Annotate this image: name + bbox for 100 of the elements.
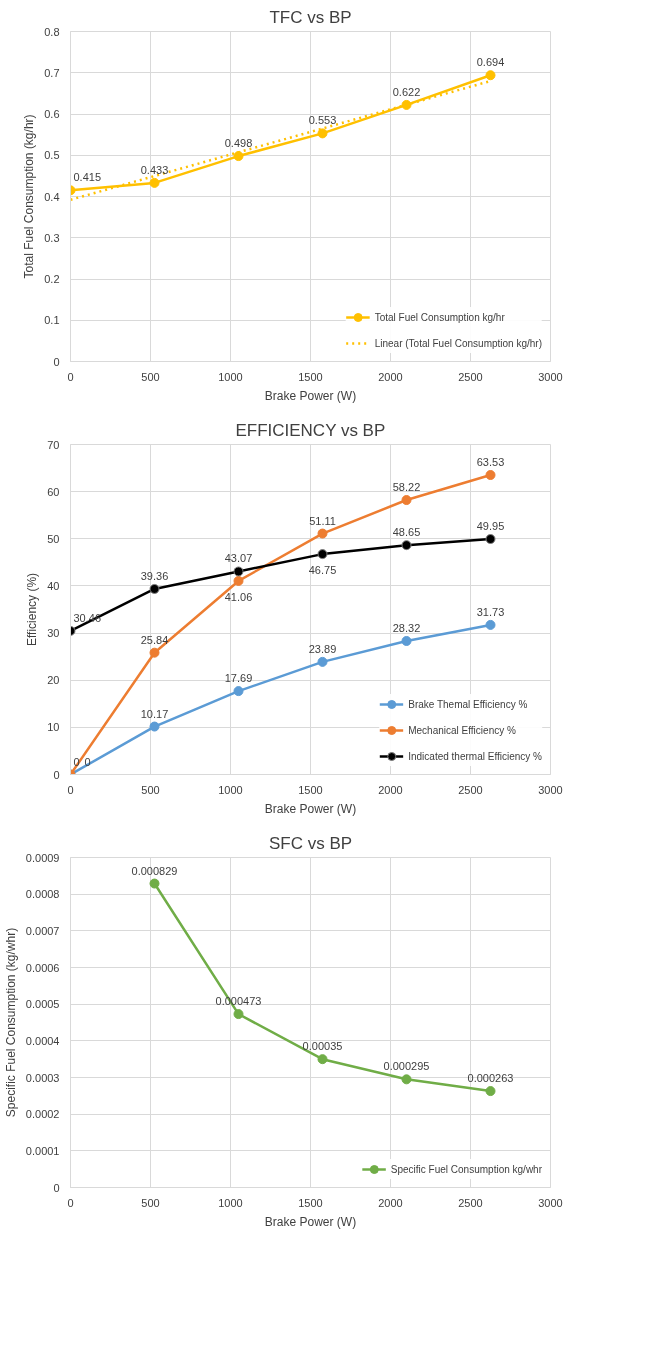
x-tick-label: 0 — [67, 1196, 74, 1209]
point — [149, 177, 160, 188]
y-tick-label: 30 — [47, 627, 60, 640]
data-label: 0.498 — [224, 137, 253, 150]
x-tick-label: 0 — [67, 783, 74, 796]
y-tick-label: 70 — [47, 438, 60, 451]
point — [485, 470, 496, 480]
data-label: 17.69 — [224, 672, 253, 685]
data-label: 51.11 — [309, 514, 336, 527]
y-tick-label: 20 — [47, 674, 60, 687]
x-axis-title: Brake Power (W) — [264, 1214, 357, 1229]
x-tick-label: 1500 — [298, 1196, 323, 1209]
data-label: 0.622 — [392, 85, 421, 98]
y-tick-label: 0.8 — [44, 25, 60, 38]
y-axis-title: Efficiency (%) — [25, 572, 40, 647]
point — [401, 540, 412, 551]
y-tick-label: 0.5 — [44, 149, 60, 162]
data-label: 28.32 — [392, 621, 421, 634]
x-tick-label: 3000 — [538, 1196, 563, 1209]
point — [401, 1074, 412, 1085]
x-tick-label: 2500 — [458, 1196, 483, 1209]
x-tick-label: 3000 — [538, 783, 563, 796]
x-tick-label: 2500 — [458, 370, 483, 383]
y-tick-label: 0.1 — [44, 314, 60, 327]
point — [233, 575, 244, 586]
x-tick-label: 2000 — [378, 370, 403, 383]
data-label: 46.75 — [308, 564, 337, 577]
x-tick-label: 500 — [141, 1196, 160, 1209]
point — [317, 528, 328, 539]
x-axis-title: Brake Power (W) — [264, 801, 357, 816]
y-tick-label: 0.0003 — [25, 1071, 60, 1084]
data-label: 63.53 — [476, 456, 505, 468]
data-label: 0 — [73, 755, 80, 768]
point — [233, 151, 244, 162]
data-label: 0 — [84, 755, 91, 768]
y-tick-label: 0.6 — [44, 108, 60, 120]
point — [485, 1086, 496, 1097]
data-label: 58.22 — [392, 481, 421, 494]
y-tick-label: 0.0001 — [25, 1144, 60, 1157]
data-label: 10.17 — [140, 707, 169, 720]
x-tick-label: 2000 — [378, 1196, 403, 1209]
data-label: 31.73 — [476, 605, 505, 618]
x-axis-title: Brake Power (W) — [264, 388, 357, 403]
point — [317, 1054, 328, 1065]
y-tick-label: 0 — [53, 1181, 60, 1194]
point — [485, 70, 496, 81]
chart-title: EFFICIENCY vs BP — [235, 420, 386, 440]
data-label: 0.553 — [308, 114, 337, 127]
point — [317, 656, 328, 667]
point — [485, 534, 496, 545]
data-label: 0.694 — [476, 56, 505, 69]
point — [233, 566, 244, 577]
legend-label: Indicated thermal Efficiency % — [408, 750, 542, 762]
point — [149, 878, 160, 889]
point — [317, 549, 328, 560]
y-tick-label: 10 — [47, 721, 60, 734]
x-tick-label: 3000 — [538, 370, 563, 383]
point — [233, 1009, 244, 1020]
y-tick-label: 0.0004 — [25, 1034, 60, 1047]
data-label: 0.000829 — [131, 864, 178, 877]
point — [233, 686, 244, 697]
x-tick-label: 500 — [141, 370, 160, 383]
data-label: 48.65 — [392, 526, 421, 539]
y-tick-label: 0.3 — [44, 231, 60, 244]
y-tick-label: 0 — [53, 355, 60, 368]
data-label: 0.000295 — [383, 1060, 430, 1073]
x-tick-label: 500 — [141, 783, 160, 796]
point — [317, 128, 328, 139]
point — [485, 619, 496, 630]
x-tick-label: 1500 — [298, 783, 323, 796]
chart-title: TFC vs BP — [269, 7, 352, 27]
data-label: 23.89 — [308, 642, 337, 655]
point — [401, 636, 412, 646]
legend-label: Linear (Total Fuel Consumption kg/hr) — [374, 337, 542, 349]
data-label: 0.433 — [140, 163, 169, 176]
y-tick-label: 0.0009 — [25, 851, 60, 864]
y-tick-label: 0.2 — [44, 273, 60, 285]
point — [401, 99, 412, 110]
x-tick-label: 2500 — [458, 783, 483, 796]
y-tick-label: 0.0007 — [25, 924, 60, 937]
x-tick-label: 0 — [67, 370, 74, 383]
point — [149, 721, 160, 732]
y-tick-label: 0 — [53, 768, 60, 781]
point — [149, 647, 160, 658]
y-tick-label: 0.7 — [44, 66, 60, 79]
x-tick-label: 2000 — [378, 783, 403, 796]
y-tick-label: 50 — [47, 532, 60, 545]
legend-label: Specific Fuel Consumption kg/whr — [390, 1163, 542, 1175]
y-tick-label: 0.4 — [44, 190, 60, 203]
data-label: 39.36 — [140, 569, 169, 582]
data-label: 49.95 — [476, 520, 505, 533]
point — [149, 583, 160, 594]
legend-label: Brake Themal Efficiency % — [408, 698, 528, 710]
y-tick-label: 0.0008 — [25, 888, 60, 901]
x-tick-label: 1000 — [218, 370, 243, 383]
data-label: 0.00035 — [302, 1040, 343, 1053]
data-label: 25.84 — [140, 633, 169, 646]
data-label: 0.000263 — [467, 1072, 514, 1085]
y-axis-title: Specific Fuel Consumption (kg/whr) — [3, 927, 18, 1118]
y-tick-label: 40 — [47, 579, 60, 592]
